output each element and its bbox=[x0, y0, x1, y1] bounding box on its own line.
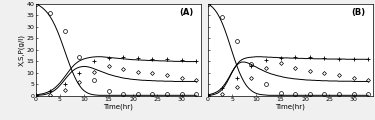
Y-axis label: X,S,P(g/l): X,S,P(g/l) bbox=[19, 34, 25, 66]
X-axis label: Time(hr): Time(hr) bbox=[104, 103, 133, 110]
X-axis label: Time(hr): Time(hr) bbox=[276, 103, 305, 110]
Text: (A): (A) bbox=[180, 8, 194, 17]
Text: (B): (B) bbox=[352, 8, 366, 17]
